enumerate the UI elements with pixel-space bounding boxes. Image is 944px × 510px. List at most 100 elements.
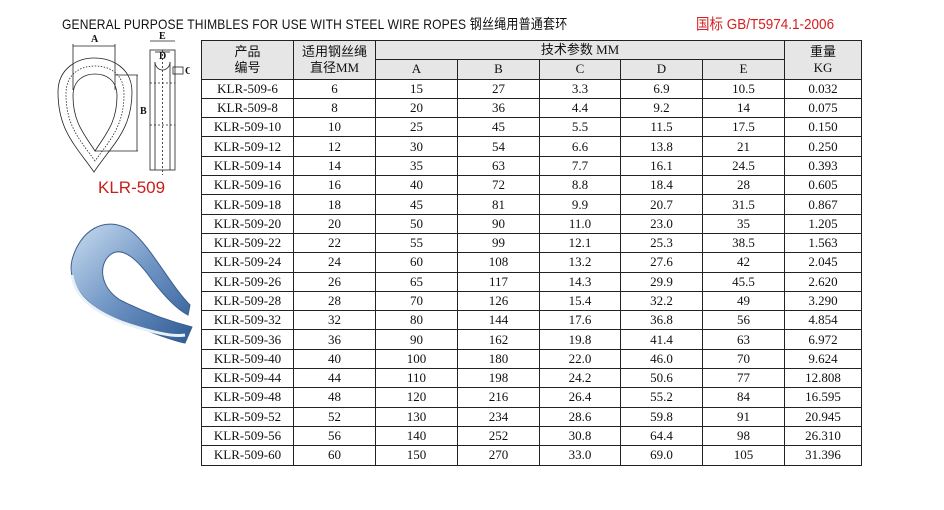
cell-weight: 1.205 [784, 213, 862, 234]
cell-weight: 6.972 [784, 329, 862, 350]
cell-c: 13.2 [539, 252, 621, 273]
cell-rope-diameter: 12 [293, 136, 376, 157]
cell-d: 29.9 [620, 271, 703, 292]
cell-product-no: KLR-509-56 [201, 425, 294, 447]
cell-b: 99 [457, 232, 540, 254]
header-dim-e: E [702, 59, 785, 80]
cell-e: 77 [702, 368, 785, 389]
table-row: KLR-509-20 20 50 90 11.0 23.0 35 1.205 [201, 213, 862, 234]
page-title: GENERAL PURPOSE THIMBLES FOR USE WITH ST… [62, 16, 568, 32]
cell-weight: 0.150 [784, 117, 862, 138]
cell-c: 30.8 [539, 425, 621, 447]
cell-product-no: KLR-509-14 [201, 155, 294, 177]
cell-d: 69.0 [620, 445, 703, 466]
cell-a: 100 [375, 348, 458, 370]
cell-d: 9.2 [620, 97, 703, 119]
cell-a: 60 [375, 252, 458, 273]
cell-a: 45 [375, 194, 458, 215]
cell-c: 8.8 [539, 175, 621, 196]
cell-b: 36 [457, 97, 540, 119]
cell-weight: 0.032 [784, 78, 862, 99]
cell-rope-diameter: 16 [293, 175, 376, 196]
cell-weight: 26.310 [784, 425, 862, 447]
cell-product-no: KLR-509-26 [201, 271, 294, 292]
cell-rope-diameter: 10 [293, 117, 376, 138]
cell-a: 55 [375, 232, 458, 254]
cell-e: 45.5 [702, 271, 785, 292]
cell-e: 105 [702, 445, 785, 466]
cell-a: 40 [375, 175, 458, 196]
table-row: KLR-509-6 6 15 27 3.3 6.9 10.5 0.032 [201, 78, 862, 99]
header-dim-a: A [375, 59, 458, 80]
table-row: KLR-509-12 12 30 54 6.6 13.8 21 0.250 [201, 136, 862, 157]
cell-d: 20.7 [620, 194, 703, 215]
table-row: KLR-509-48 48 120 216 26.4 55.2 84 16.595 [201, 387, 862, 408]
cell-product-no: KLR-509-22 [201, 232, 294, 254]
header-product-no: 产品 编号 [201, 40, 294, 80]
table-row: KLR-509-52 52 130 234 28.6 59.8 91 20.945 [201, 406, 862, 427]
cell-b: 234 [457, 406, 540, 427]
cell-a: 80 [375, 310, 458, 331]
cell-rope-diameter: 60 [293, 445, 376, 466]
cell-weight: 1.563 [784, 232, 862, 254]
cell-a: 70 [375, 290, 458, 312]
cell-c: 5.5 [539, 117, 621, 138]
cell-rope-diameter: 40 [293, 348, 376, 370]
header-dim-d: D [620, 59, 703, 80]
cell-rope-diameter: 36 [293, 329, 376, 350]
cell-b: 180 [457, 348, 540, 370]
cell-product-no: KLR-509-32 [201, 310, 294, 331]
thimble-diagram: A B C D E [57, 31, 190, 175]
table-row: KLR-509-22 22 55 99 12.1 25.3 38.5 1.563 [201, 232, 862, 254]
cell-b: 63 [457, 155, 540, 177]
cell-e: 21 [702, 136, 785, 157]
cell-c: 19.8 [539, 329, 621, 350]
cell-a: 110 [375, 368, 458, 389]
header-rope-diameter: 适用钢丝绳 直径MM [293, 40, 376, 80]
cell-e: 49 [702, 290, 785, 312]
dim-label-b: B [140, 106, 147, 117]
table-row: KLR-509-40 40 100 180 22.0 46.0 70 9.624 [201, 348, 862, 370]
cell-c: 22.0 [539, 348, 621, 370]
cell-a: 50 [375, 213, 458, 234]
cell-weight: 0.605 [784, 175, 862, 196]
cell-e: 35 [702, 213, 785, 234]
cell-rope-diameter: 22 [293, 232, 376, 254]
cell-e: 17.5 [702, 117, 785, 138]
cell-c: 9.9 [539, 194, 621, 215]
cell-rope-diameter: 24 [293, 252, 376, 273]
cell-weight: 4.854 [784, 310, 862, 331]
cell-weight: 0.867 [784, 194, 862, 215]
cell-d: 41.4 [620, 329, 703, 350]
cell-rope-diameter: 48 [293, 387, 376, 408]
cell-c: 6.6 [539, 136, 621, 157]
cell-d: 27.6 [620, 252, 703, 273]
cell-product-no: KLR-509-18 [201, 194, 294, 215]
cell-rope-diameter: 56 [293, 425, 376, 447]
thimble-inner-outline [72, 73, 118, 152]
cell-d: 55.2 [620, 387, 703, 408]
cell-rope-diameter: 20 [293, 213, 376, 234]
table-row: KLR-509-24 24 60 108 13.2 27.6 42 2.045 [201, 252, 862, 273]
cell-d: 36.8 [620, 310, 703, 331]
cell-e: 91 [702, 406, 785, 427]
cell-weight: 0.393 [784, 155, 862, 177]
cell-c: 12.1 [539, 232, 621, 254]
table-row: KLR-509-10 10 25 45 5.5 11.5 17.5 0.150 [201, 117, 862, 138]
cell-a: 30 [375, 136, 458, 157]
table-row: KLR-509-60 60 150 270 33.0 69.0 105 31.396 [201, 445, 862, 466]
cell-product-no: KLR-509-8 [201, 97, 294, 119]
cell-b: 126 [457, 290, 540, 312]
cell-b: 27 [457, 78, 540, 99]
cell-weight: 2.045 [784, 252, 862, 273]
thimble-outer-outline [57, 57, 133, 173]
cell-c: 14.3 [539, 271, 621, 292]
cell-c: 15.4 [539, 290, 621, 312]
cell-c: 33.0 [539, 445, 621, 466]
cell-d: 23.0 [620, 213, 703, 234]
cell-c: 17.6 [539, 310, 621, 331]
cell-product-no: KLR-509-52 [201, 406, 294, 427]
cell-rope-diameter: 26 [293, 271, 376, 292]
cell-weight: 16.595 [784, 387, 862, 408]
cell-product-no: KLR-509-28 [201, 290, 294, 312]
